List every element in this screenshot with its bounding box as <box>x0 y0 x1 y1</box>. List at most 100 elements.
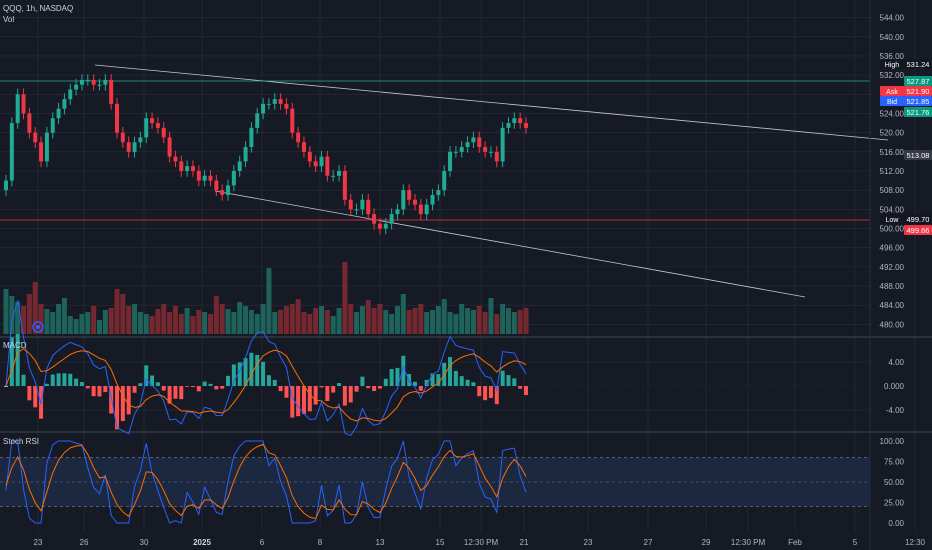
volume-bar <box>50 312 56 334</box>
candle-body <box>331 175 336 177</box>
level-tag-value-bg <box>904 150 932 160</box>
candle-body <box>237 161 242 171</box>
macd-hist <box>4 386 8 387</box>
volume-bar <box>336 308 342 334</box>
macd-hist <box>301 386 306 414</box>
macd-hist <box>313 386 318 405</box>
macd-hist <box>319 386 324 388</box>
macd-hist <box>179 386 184 400</box>
volume-bar <box>26 294 32 334</box>
time-tick: 6 <box>260 538 265 547</box>
macd-hist <box>284 386 289 398</box>
trend-lines[interactable] <box>94 64 889 298</box>
volume-bar <box>213 296 219 334</box>
macd-hist <box>395 367 400 386</box>
macd-hist <box>325 386 330 402</box>
macd-hist <box>342 386 347 406</box>
volume-bar <box>243 306 249 334</box>
volume-bar <box>313 308 319 334</box>
stoch-rsi-label[interactable]: Stoch RSI <box>3 437 40 446</box>
price-tick: 544.00 <box>880 14 905 23</box>
macd-hist <box>109 386 114 414</box>
volume-bar <box>102 310 108 334</box>
macd-hist <box>44 383 49 386</box>
candle-body <box>120 132 125 143</box>
high-tag-label-bg <box>880 59 904 69</box>
volume-bar <box>307 314 313 334</box>
event-icon[interactable] <box>32 321 44 333</box>
candle-body <box>342 171 347 200</box>
volume-bar <box>412 308 418 334</box>
volume-bar <box>278 310 284 334</box>
macd-hist <box>237 362 242 386</box>
volume-label: Vol <box>3 15 15 24</box>
candle-body <box>155 123 160 128</box>
candle-body <box>79 79 84 85</box>
macd-hist <box>477 386 482 397</box>
candle-body <box>453 151 458 153</box>
candle-body <box>115 103 120 133</box>
volume-bar <box>517 310 523 334</box>
macd-hist <box>448 357 453 386</box>
volume-bar <box>85 312 91 334</box>
candle-body <box>383 223 388 229</box>
candle-body <box>436 190 441 195</box>
stoch-tick: 100.00 <box>880 437 905 446</box>
price-tick: 532.00 <box>880 71 905 80</box>
volume-bar <box>301 312 307 334</box>
macd-pane: 4.00 0.000 -4.00 <box>0 300 905 437</box>
price-tick: 496.00 <box>880 244 905 253</box>
macd-hist <box>103 386 108 393</box>
price-tick: 484.00 <box>880 301 905 310</box>
macd-hist <box>488 386 493 398</box>
macd-hist <box>9 337 14 386</box>
volume-bar <box>342 262 348 334</box>
macd-hist <box>97 386 102 397</box>
upper-trend-line[interactable] <box>94 64 889 141</box>
volume-bar <box>260 304 266 334</box>
macd-hist <box>366 386 371 389</box>
macd-hist <box>261 361 266 386</box>
volume-bar <box>178 314 184 334</box>
volume-bar <box>394 306 400 334</box>
candle-body <box>39 142 44 162</box>
volume-bar <box>137 312 143 334</box>
macd-label[interactable]: MACD <box>3 341 27 350</box>
lower-trend-line[interactable] <box>214 190 806 298</box>
macd-hist <box>196 386 201 392</box>
macd-hist <box>85 386 90 389</box>
macd-hist <box>91 386 96 397</box>
price-tags: High 531.24 527.87 Ask 521.90 Bid 521.85 521.76… <box>880 59 932 235</box>
candle-body <box>214 180 219 191</box>
price-axis[interactable]: 544.00540.00536.00532.00528.00524.00520.… <box>880 14 905 330</box>
candle-body <box>185 166 190 171</box>
candle-body <box>132 142 137 152</box>
price-tick: 488.00 <box>880 282 905 291</box>
macd-hist <box>214 386 219 390</box>
candle-body <box>190 166 195 171</box>
ask-tag-value-bg <box>904 86 932 96</box>
symbol-title[interactable]: QQQ, 1h, NASDAQ <box>3 4 74 13</box>
macd-hist <box>50 374 55 386</box>
volume-bar <box>430 310 436 334</box>
candle-body <box>109 79 114 104</box>
macd-hist <box>190 386 195 388</box>
candle-body <box>442 171 447 191</box>
time-tick: 30 <box>140 538 149 547</box>
price-tick: 540.00 <box>880 33 905 42</box>
candle-body <box>255 113 260 128</box>
macd-hist <box>272 379 277 386</box>
macd-hist <box>278 386 283 392</box>
time-axis[interactable]: 23 26 30 2025 6 8 13 15 12:30 PM 21 23 27 29 12:30 PM… <box>34 538 926 547</box>
macd-tick: 0.000 <box>884 382 905 391</box>
macd-hist <box>471 382 476 386</box>
candle-body <box>354 209 359 211</box>
price-tick: 520.00 <box>880 129 905 138</box>
candle-body <box>477 137 482 148</box>
bid-tag-label-bg <box>880 96 904 106</box>
candle-body <box>167 137 172 157</box>
volume-bar <box>79 314 85 334</box>
candle-body <box>150 118 155 124</box>
time-tick: 15 <box>436 538 445 547</box>
